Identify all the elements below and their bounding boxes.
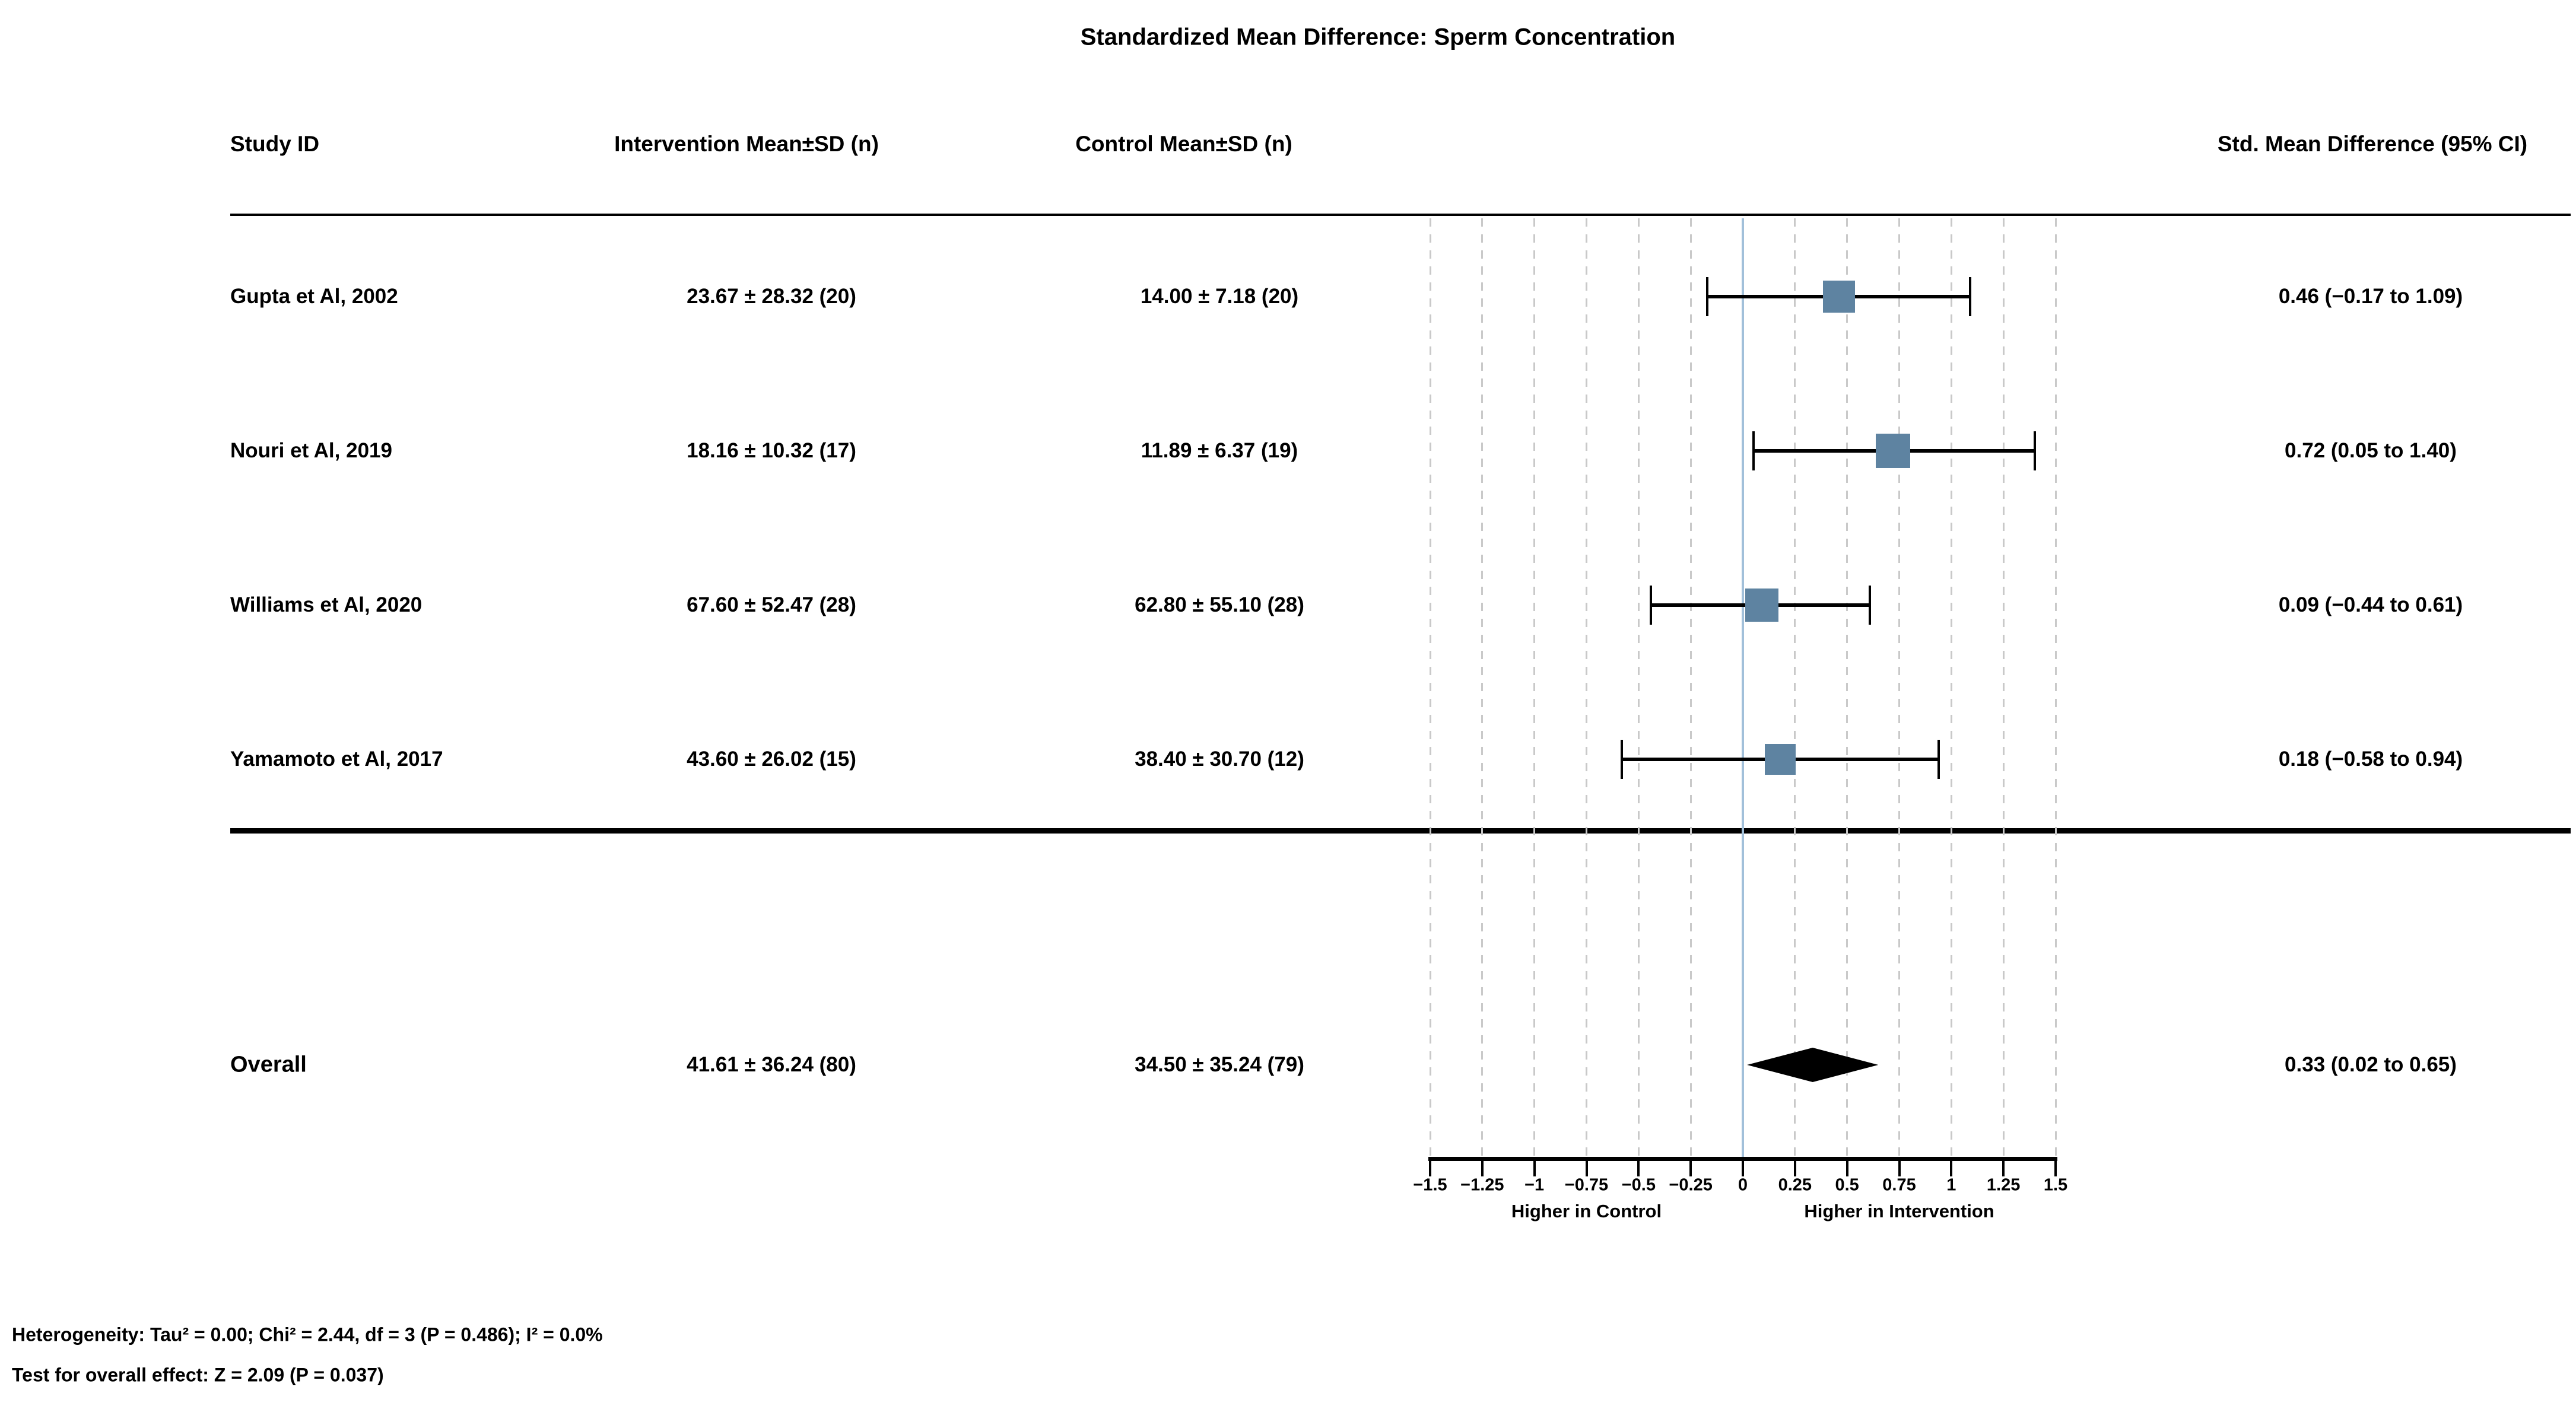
ci-whisker-cap-right bbox=[1968, 277, 1971, 316]
gridline bbox=[1689, 218, 1692, 1157]
axis-tick bbox=[1950, 1161, 1953, 1176]
control-cell: 11.89 ± 6.37 (19) bbox=[1141, 439, 1298, 462]
ci-whisker-cap-right bbox=[1937, 740, 1940, 779]
study-id-cell: Yamamoto et Al, 2017 bbox=[230, 747, 443, 771]
smd-ci-cell: 0.18 (−0.58 to 0.94) bbox=[2278, 747, 2463, 771]
gridline bbox=[1429, 218, 1431, 1157]
gridline bbox=[1898, 218, 1900, 1157]
gridline bbox=[1481, 218, 1484, 1157]
axis-tick-label: 1 bbox=[1946, 1175, 1956, 1195]
gridline bbox=[1586, 218, 1587, 1157]
overall-label-cell: Overall bbox=[230, 1052, 307, 1077]
intervention-cell: 18.16 ± 10.32 (17) bbox=[687, 439, 856, 462]
control-cell: 62.80 ± 55.10 (28) bbox=[1135, 593, 1304, 616]
axis-tick-label: 0.25 bbox=[1778, 1175, 1812, 1195]
smd-ci-cell: 0.46 (−0.17 to 1.09) bbox=[2278, 285, 2463, 308]
axis-tick-label: 0.75 bbox=[1882, 1175, 1916, 1195]
column-header-smd-ci: Std. Mean Difference (95% CI) bbox=[2217, 132, 2528, 156]
gridline bbox=[1794, 218, 1796, 1157]
overall-control-cell: 34.50 ± 35.24 (79) bbox=[1135, 1053, 1304, 1076]
ci-whisker-cap-right bbox=[1869, 586, 1872, 625]
axis-tick-label: 1.5 bbox=[2043, 1175, 2068, 1195]
axis-tick bbox=[1429, 1161, 1431, 1176]
effect-square bbox=[1875, 434, 1910, 468]
axis-tick bbox=[1637, 1161, 1640, 1176]
intervention-cell: 43.60 ± 26.02 (15) bbox=[687, 747, 856, 771]
axis-tick-label: −1 bbox=[1524, 1175, 1545, 1195]
axis-tick bbox=[1898, 1161, 1901, 1176]
effect-square bbox=[1822, 281, 1855, 313]
axis-tick bbox=[2002, 1161, 2005, 1176]
axis-tick-label: 1.25 bbox=[1986, 1175, 2021, 1195]
gridline bbox=[1950, 218, 1952, 1157]
axis-tick-label: −1.25 bbox=[1460, 1175, 1504, 1195]
axis-tick-label: −1.5 bbox=[1413, 1175, 1447, 1195]
axis-tick bbox=[1585, 1161, 1588, 1176]
zero-line bbox=[1742, 218, 1744, 1157]
smd-ci-cell: 0.72 (0.05 to 1.40) bbox=[2285, 439, 2457, 462]
overall-intervention-cell: 41.61 ± 36.24 (80) bbox=[687, 1053, 856, 1076]
ci-whisker-cap-left bbox=[1650, 586, 1653, 625]
column-header-study-id: Study ID bbox=[230, 132, 320, 156]
effect-square bbox=[1765, 744, 1796, 775]
gridline bbox=[1846, 218, 1848, 1157]
overall-effect-footnote: Test for overall effect: Z = 2.09 (P = 0… bbox=[12, 1364, 384, 1386]
heterogeneity-footnote: Heterogeneity: Tau² = 0.00; Chi² = 2.44,… bbox=[12, 1324, 603, 1345]
effect-square bbox=[1745, 589, 1778, 622]
column-header-intervention: Intervention Mean±SD (n) bbox=[614, 132, 879, 156]
axis-tick bbox=[1742, 1161, 1744, 1176]
control-cell: 14.00 ± 7.18 (20) bbox=[1140, 285, 1299, 308]
control-cell: 38.40 ± 30.70 (12) bbox=[1135, 747, 1304, 771]
overall-diamond bbox=[1747, 1048, 1879, 1082]
axis-tick bbox=[1846, 1161, 1848, 1176]
axis-tick bbox=[1533, 1161, 1536, 1176]
ci-whisker-cap-left bbox=[1621, 740, 1624, 779]
axis-tick-label: −0.25 bbox=[1669, 1175, 1713, 1195]
column-header-control: Control Mean±SD (n) bbox=[1075, 132, 1292, 156]
axis-tick bbox=[2054, 1161, 2057, 1176]
gridline bbox=[2054, 218, 2057, 1157]
study-id-cell: Williams et Al, 2020 bbox=[230, 593, 423, 616]
axis-tick bbox=[1689, 1161, 1692, 1176]
figure-title: Standardized Mean Difference: Sperm Conc… bbox=[1080, 24, 1676, 50]
intervention-cell: 23.67 ± 28.32 (20) bbox=[687, 285, 856, 308]
header-separator-line bbox=[230, 214, 2571, 216]
study-id-cell: Gupta et Al, 2002 bbox=[230, 285, 398, 308]
study-id-cell: Nouri et Al, 2019 bbox=[230, 439, 392, 462]
intervention-cell: 67.60 ± 52.47 (28) bbox=[687, 593, 856, 616]
ci-whisker-cap-left bbox=[1752, 431, 1755, 470]
ci-whisker-cap-right bbox=[2033, 431, 2036, 470]
axis-line bbox=[1428, 1157, 2057, 1161]
studies-separator-line bbox=[230, 828, 2571, 834]
axis-tick bbox=[1793, 1161, 1796, 1176]
axis-label-left: Higher in Control bbox=[1511, 1201, 1662, 1221]
axis-tick-label: −0.5 bbox=[1621, 1175, 1656, 1195]
axis-tick-label: 0.5 bbox=[1835, 1175, 1859, 1195]
axis-tick-label: −0.75 bbox=[1564, 1175, 1609, 1195]
axis-label-right: Higher in Intervention bbox=[1804, 1201, 1994, 1221]
gridline bbox=[1637, 218, 1640, 1157]
axis-tick-label: 0 bbox=[1738, 1175, 1748, 1195]
ci-whisker-cap-left bbox=[1706, 277, 1709, 316]
smd-ci-cell: 0.09 (−0.44 to 0.61) bbox=[2278, 593, 2463, 616]
gridline bbox=[1533, 218, 1536, 1157]
overall-smd-ci-cell: 0.33 (0.02 to 0.65) bbox=[2285, 1053, 2457, 1076]
gridline bbox=[2002, 218, 2005, 1157]
axis-tick bbox=[1481, 1161, 1484, 1176]
